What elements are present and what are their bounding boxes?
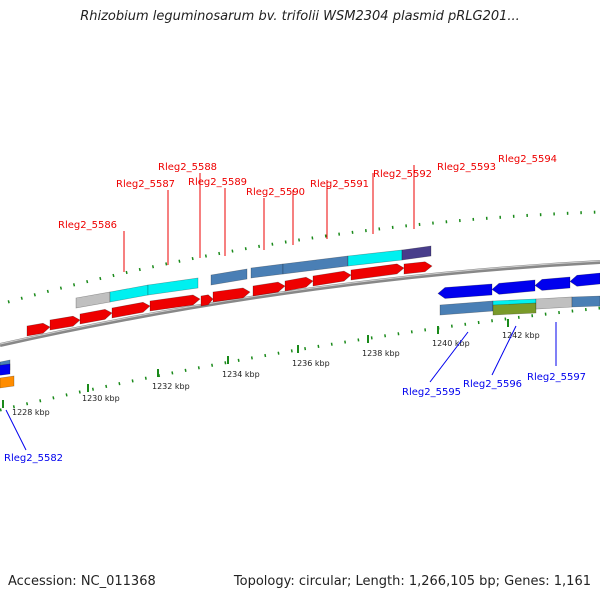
forward-gene-arrow — [111, 301, 151, 319]
scale-labels: 1228 kbp 1230 kbp 1232 kbp 1234 kbp 1236 kbp… — [2, 319, 540, 417]
reverse-gene-label: Rleg2_5582 — [4, 453, 63, 464]
forward-gene-label: Rleg2_5588 — [158, 162, 217, 173]
forward-gene-label: Rleg2_5593 — [437, 162, 496, 173]
scale-label: 1236 kbp — [292, 359, 330, 368]
forward-gene-arrow — [149, 294, 201, 312]
cog-block — [401, 245, 432, 261]
cog-block — [347, 249, 403, 267]
forward-gene-label: Rleg2_5591 — [310, 179, 369, 190]
forward-gene-track — [26, 261, 433, 337]
backbone-line — [0, 260, 600, 347]
reverse-gene-arrow — [0, 363, 11, 376]
forward-gene-arrow — [350, 263, 405, 281]
accession-text: Accession: NC_011368 — [8, 574, 156, 589]
cog-block — [210, 268, 248, 286]
forward-gene-arrow — [252, 281, 286, 297]
label-leader — [5, 409, 27, 451]
cog-block — [282, 255, 349, 275]
forward-gene-arrow — [79, 308, 113, 325]
forward-gene-arrow — [200, 294, 214, 307]
cog-block — [147, 277, 199, 296]
reverse-gene-arrow — [437, 283, 493, 299]
forward-gene-arrow — [403, 261, 433, 275]
reverse-gene-arrow — [569, 272, 600, 287]
forward-gene-label: Rleg2_5586 — [58, 220, 117, 231]
scale-label: 1238 kbp — [362, 349, 400, 358]
reverse-gene-track — [0, 272, 600, 376]
backbone-highlight — [0, 260, 600, 345]
label-leader — [491, 325, 517, 376]
forward-gene-label: Rleg2_5589 — [188, 177, 247, 188]
cog-track — [0, 245, 600, 389]
scale-label: 1232 kbp — [152, 382, 190, 391]
forward-gene-arrow — [312, 270, 352, 287]
forward-gene-label: Rleg2_5587 — [116, 179, 175, 190]
topology-summary: Topology: circular; Length: 1,266,105 bp… — [233, 574, 591, 589]
scale-label: 1230 kbp — [82, 394, 120, 403]
label-leader — [429, 331, 469, 383]
cog-block — [109, 284, 149, 303]
cog-block — [535, 296, 573, 310]
cog-block — [250, 263, 284, 279]
gene-labels: Rleg2_5586 Rleg2_5587 Rleg2_5588 Rleg2_5589… — [4, 154, 586, 464]
forward-gene-arrow — [284, 276, 314, 292]
reverse-gene-arrow — [534, 276, 571, 291]
scale-label: 1228 kbp — [12, 408, 50, 417]
forward-gene-arrow — [212, 287, 251, 303]
forward-gene-label: Rleg2_5592 — [373, 169, 432, 180]
cog-block — [492, 302, 537, 316]
cog-block — [75, 291, 111, 309]
scale-label: 1234 kbp — [222, 370, 260, 379]
forward-gene-arrow — [49, 315, 81, 331]
backbone — [0, 260, 600, 347]
cog-block — [439, 300, 494, 316]
cog-block — [571, 295, 600, 308]
forward-gene-label: Rleg2_5590 — [246, 187, 305, 198]
reverse-gene-label: Rleg2_5596 — [463, 379, 522, 390]
reverse-gene-label: Rleg2_5597 — [527, 372, 586, 383]
scale-label: 1242 kbp — [502, 331, 540, 340]
cog-block — [0, 375, 15, 389]
map-title: Rhizobium leguminosarum bv. trifolii WSM… — [80, 9, 520, 24]
scale-label: 1240 kbp — [432, 339, 470, 348]
forward-gene-arrow — [26, 322, 51, 337]
forward-gene-label: Rleg2_5594 — [498, 154, 557, 165]
reverse-gene-arrow — [491, 279, 536, 295]
reverse-gene-label: Rleg2_5595 — [402, 387, 461, 398]
